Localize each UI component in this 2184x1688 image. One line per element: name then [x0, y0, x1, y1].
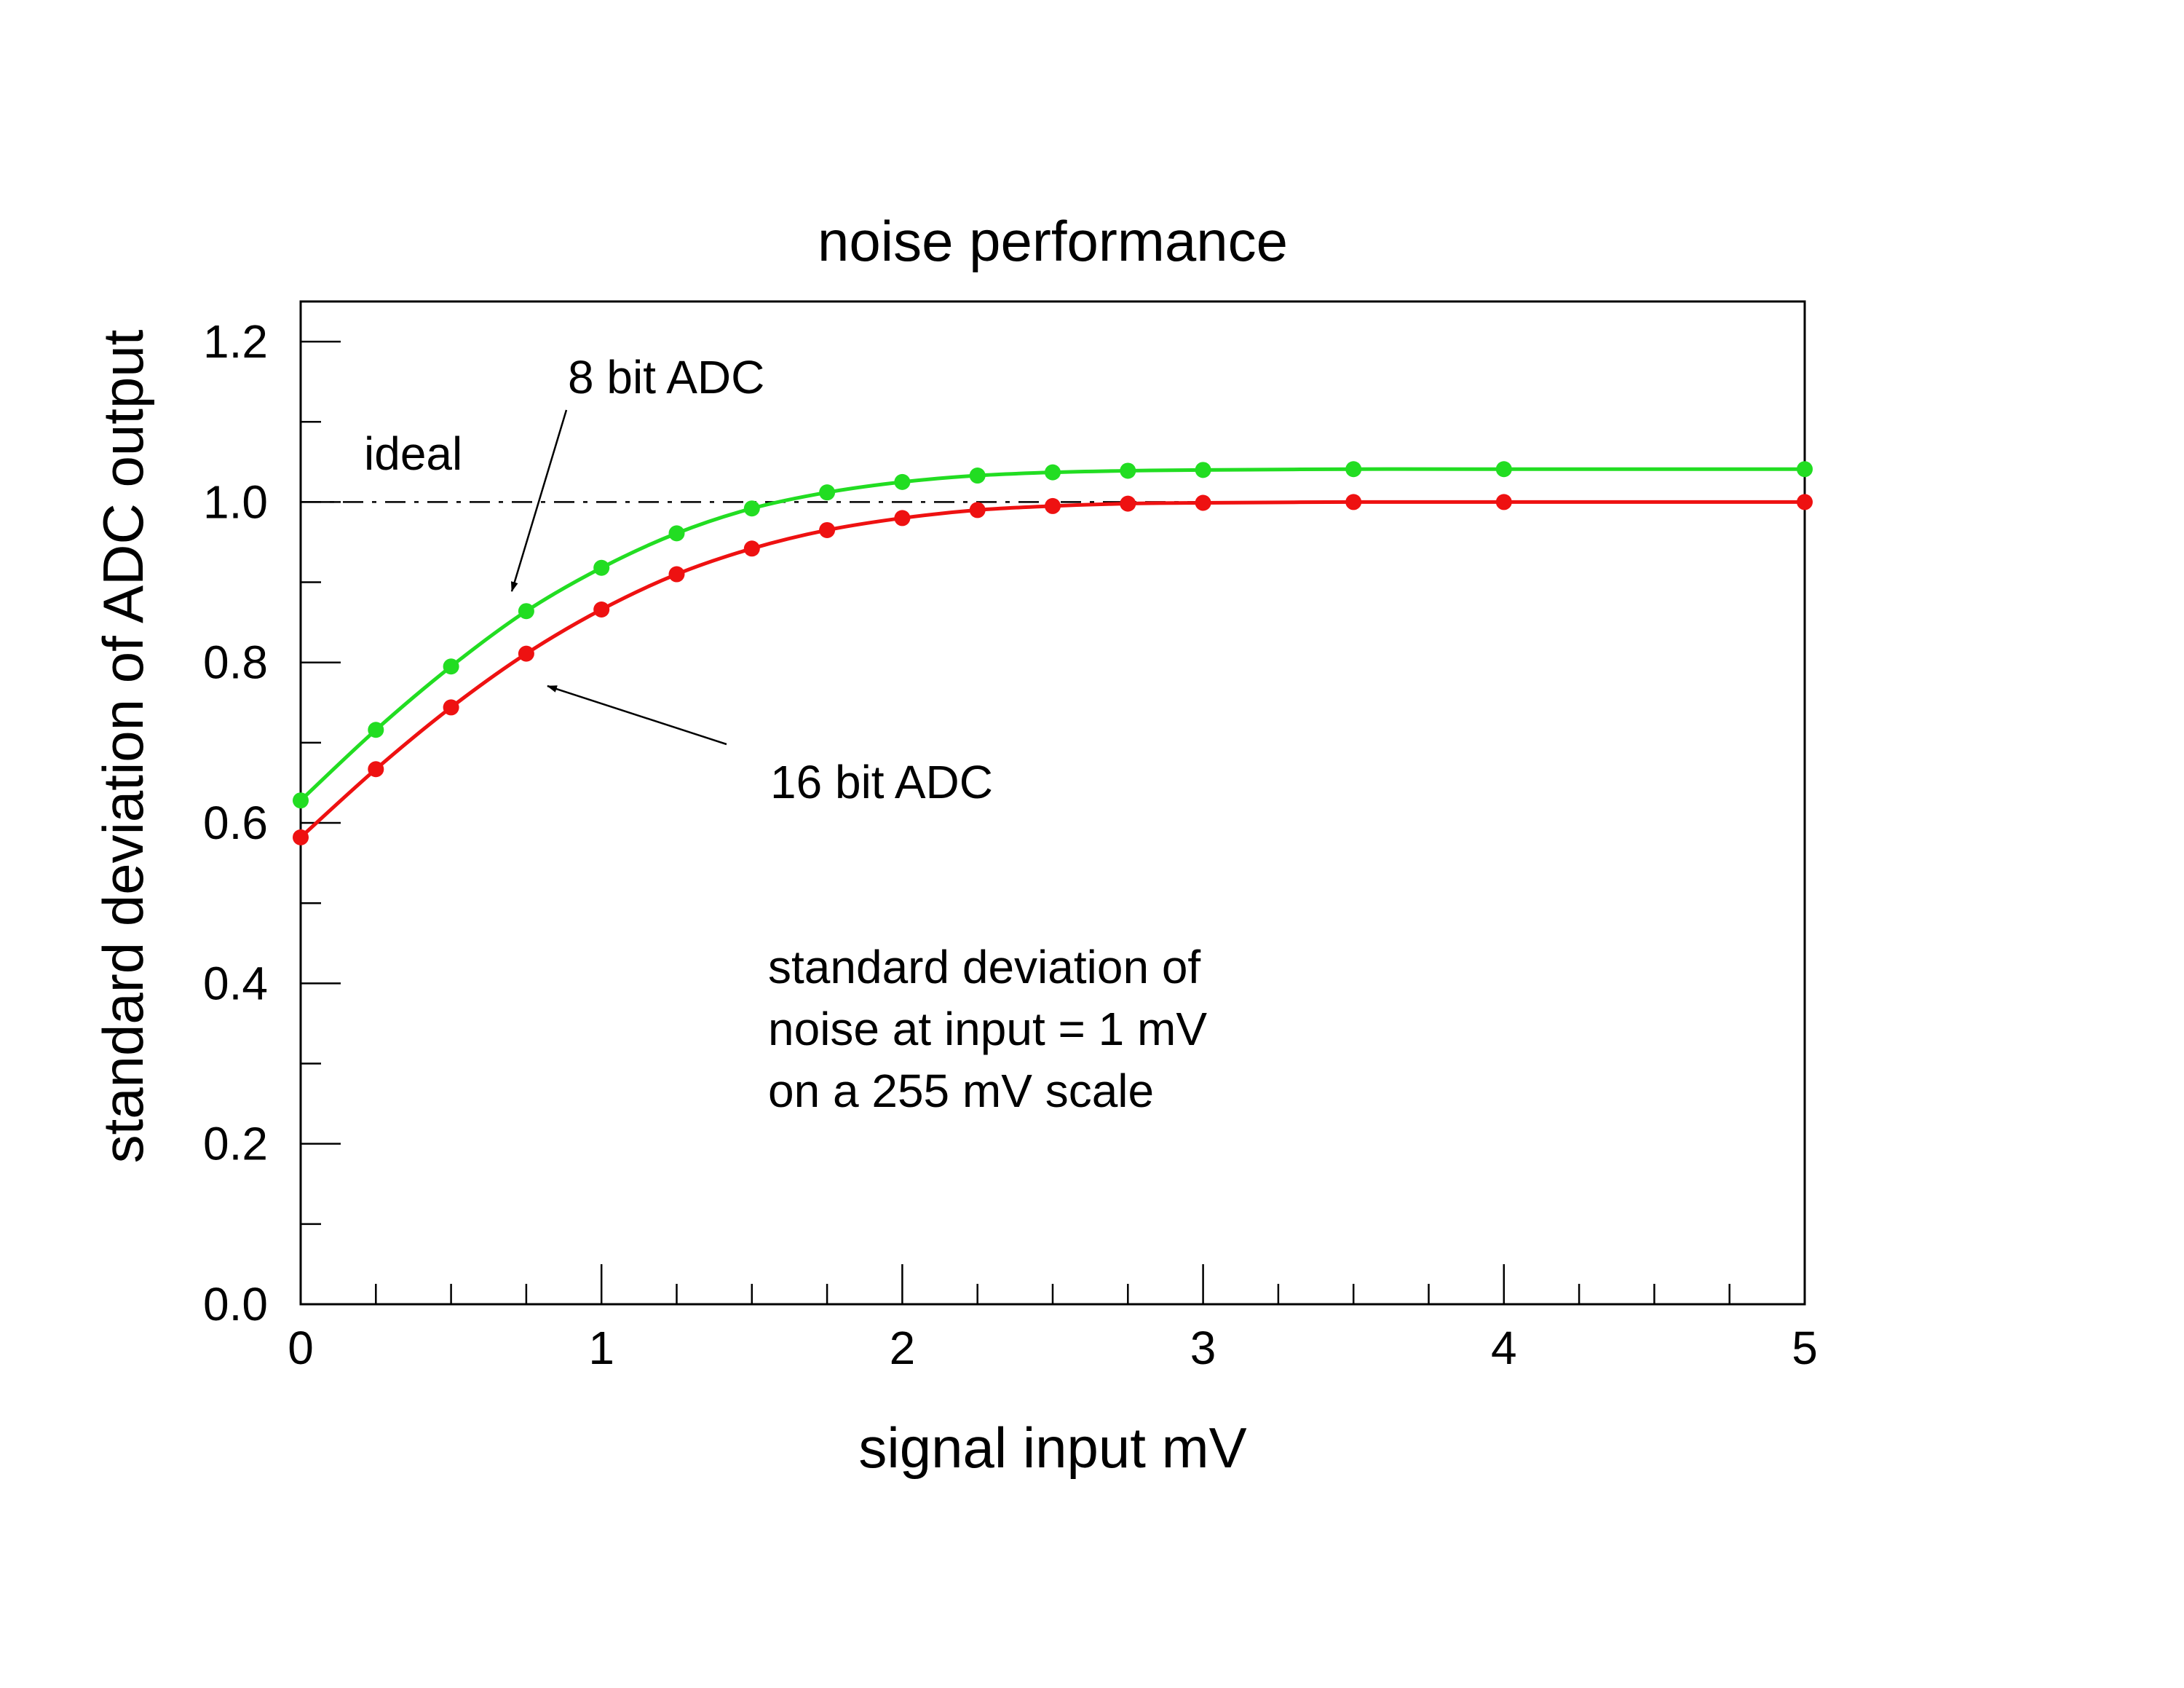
data-point-8-bit-adc: [668, 525, 685, 542]
note-line-1: standard deviation of: [768, 941, 1200, 993]
series-8-bit-adc: [293, 461, 1813, 809]
data-point-16-bit-adc: [1045, 497, 1061, 514]
data-point-16-bit-adc: [743, 540, 760, 557]
data-point-16-bit-adc: [1345, 494, 1362, 510]
data-point-16-bit-adc: [518, 645, 534, 662]
data-point-8-bit-adc: [518, 603, 534, 620]
data-point-16-bit-adc: [1495, 494, 1512, 510]
x-tick-label: 1: [588, 1322, 614, 1374]
data-point-8-bit-adc: [1345, 461, 1362, 478]
data-point-16-bit-adc: [1120, 495, 1136, 512]
data-point-16-bit-adc: [1195, 494, 1211, 511]
data-point-16-bit-adc: [293, 829, 309, 845]
note-line-2: noise at input = 1 mV: [768, 1003, 1207, 1055]
y-tick-label: 0.6: [203, 797, 268, 849]
data-point-8-bit-adc: [894, 473, 911, 490]
plot-frame: [299, 300, 1806, 1306]
y-tick-label: 1.0: [203, 476, 268, 528]
data-point-8-bit-adc: [1495, 461, 1512, 478]
y-tick-label: 1.2: [203, 315, 268, 368]
y-axis-label: standard deviation of ADC output: [91, 329, 155, 1163]
y-tick-label: 0.0: [203, 1278, 268, 1330]
y-tick-label: 0.8: [203, 636, 268, 689]
x-tick-label: 3: [1190, 1322, 1216, 1374]
series-line-16-bit-adc: [299, 500, 1805, 839]
data-point-8-bit-adc: [443, 658, 459, 675]
y-tick-label: 0.4: [203, 957, 268, 1009]
data-point-8-bit-adc: [819, 484, 836, 501]
data-point-16-bit-adc: [969, 502, 986, 518]
note-line-3: on a 255 mV scale: [768, 1065, 1154, 1117]
data-point-16-bit-adc: [443, 699, 459, 716]
chart-title: noise performance: [818, 209, 1288, 273]
data-point-8-bit-adc: [969, 468, 986, 484]
x-axis-ticks: 0 1 2 3 4 5: [288, 1264, 1818, 1374]
data-point-16-bit-adc: [368, 761, 384, 778]
data-point-16-bit-adc: [668, 566, 685, 583]
x-tick-label: 4: [1491, 1322, 1517, 1374]
annotation-16bit-label: 16 bit ADC: [770, 756, 993, 808]
data-point-8-bit-adc: [1797, 461, 1813, 478]
x-axis-label: signal input mV: [858, 1416, 1246, 1480]
data-point-16-bit-adc: [593, 602, 610, 618]
data-point-16-bit-adc: [894, 510, 911, 526]
data-point-8-bit-adc: [593, 559, 610, 576]
data-point-8-bit-adc: [368, 722, 384, 738]
annotation-8bit-arrow: [510, 409, 568, 592]
annotation-8bit-label: 8 bit ADC: [568, 351, 764, 403]
data-point-8-bit-adc: [743, 500, 760, 517]
series-16-bit-adc: [293, 494, 1813, 845]
data-point-8-bit-adc: [1195, 462, 1211, 478]
series-line-8-bit-adc: [299, 467, 1805, 802]
x-tick-label: 5: [1792, 1322, 1818, 1374]
series-group: [293, 461, 1813, 845]
ideal-label: ideal: [364, 427, 462, 480]
x-tick-label: 2: [890, 1322, 916, 1374]
data-point-8-bit-adc: [293, 792, 309, 809]
annotation-16bit-arrow: [547, 685, 727, 746]
data-point-8-bit-adc: [1120, 462, 1136, 479]
x-tick-label: 0: [288, 1322, 314, 1374]
y-tick-label: 0.2: [203, 1118, 268, 1170]
data-point-8-bit-adc: [1045, 464, 1061, 481]
data-point-16-bit-adc: [819, 521, 836, 538]
data-point-16-bit-adc: [1797, 494, 1813, 510]
y-axis-ticks: 0.0 0.2 0.4 0.6 0.8 1.0 1.2: [203, 315, 341, 1330]
